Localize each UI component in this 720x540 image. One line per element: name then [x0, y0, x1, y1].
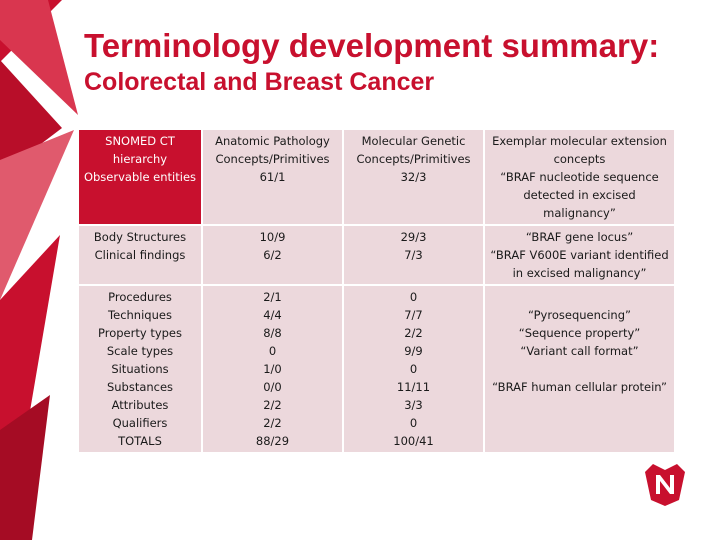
cell-line: 7/7	[404, 308, 423, 322]
table-cell: 0 7/7 2/2 9/9 0 11/11 3/3 0 100/41	[344, 286, 483, 452]
cell-line: 6/2	[263, 248, 282, 262]
cell-line: Techniques	[108, 308, 172, 322]
cell-line: 2/2	[404, 326, 423, 340]
cell-line: 0	[409, 290, 418, 304]
cell-line: 0	[409, 416, 418, 430]
cell-line: 4/4	[263, 308, 282, 322]
cell-line	[488, 432, 671, 450]
table-cell: 10/9 6/2	[203, 226, 342, 284]
cell-line: “Sequence property”	[518, 326, 641, 340]
table-cell: Molecular Genetic Concepts/Primitives 32…	[344, 130, 483, 224]
cell-line: 8/8	[263, 326, 282, 340]
cell-line: 88/29	[255, 434, 290, 448]
cell-line: Scale types	[106, 344, 174, 358]
cell-line: detected in excised	[523, 188, 636, 202]
cell-line: Attributes	[111, 398, 169, 412]
cell-line: “BRAF nucleotide sequence	[500, 170, 659, 184]
cell-line: “BRAF gene locus”	[525, 230, 634, 244]
cell-line	[488, 414, 671, 432]
cell-line: Procedures	[108, 290, 172, 304]
cell-line: Situations	[111, 362, 169, 376]
cell-line: in excised malignancy”	[512, 266, 647, 280]
cell-line: 11/11	[396, 380, 431, 394]
cell-line: 0/0	[263, 380, 282, 394]
cell-line: concepts	[553, 152, 606, 166]
table-cell: 2/1 4/4 8/8 0 1/0 0/0 2/2 2/2 88/29	[203, 286, 342, 452]
cell-line: 100/41	[393, 434, 434, 448]
cell-line: malignancy”	[543, 206, 616, 220]
cell-line: Observable entities	[83, 170, 197, 184]
table-cell: Procedures Techniques Property types Sca…	[79, 286, 201, 452]
table-cell: 29/3 7/3	[344, 226, 483, 284]
table-row: Procedures Techniques Property types Sca…	[79, 286, 674, 452]
cell-line: 61/1	[259, 170, 286, 184]
cell-line: 0	[409, 362, 418, 376]
cell-line: 3/3	[404, 398, 423, 412]
cell-line: Qualifiers	[112, 416, 168, 430]
slide-subtitle: Colorectal and Breast Cancer	[84, 68, 435, 96]
cell-line: TOTALS	[118, 434, 162, 448]
table-row: Body Structures Clinical findings 10/9 6…	[79, 226, 674, 284]
decorative-ribbon	[0, 0, 80, 540]
cell-line: Property types	[98, 326, 182, 340]
slide-title-block: Terminology development summary: Colorec…	[84, 27, 704, 97]
cell-line	[488, 396, 671, 414]
summary-table: SNOMED CT hierarchy Observable entities …	[77, 128, 676, 454]
table-row: SNOMED CT hierarchy Observable entities …	[79, 130, 674, 224]
cell-line: Exemplar molecular extension	[492, 134, 667, 148]
cell-line: Clinical findings	[94, 248, 186, 262]
cell-line	[488, 360, 671, 378]
cell-line: 7/3	[404, 248, 423, 262]
table-cell: “BRAF gene locus” “BRAF V600E variant id…	[485, 226, 674, 284]
cell-line: SNOMED CT	[105, 134, 175, 148]
cell-line	[488, 288, 671, 306]
cell-line: “Variant call format”	[520, 344, 639, 358]
cell-line: 0	[268, 344, 277, 358]
cell-line: 10/9	[259, 230, 286, 244]
table-cell: SNOMED CT hierarchy Observable entities	[79, 130, 201, 224]
cell-line: 29/3	[400, 230, 427, 244]
cell-line: “Pyrosequencing”	[528, 308, 631, 322]
cell-line: Concepts/Primitives	[356, 152, 471, 166]
table-cell: Exemplar molecular extension concepts “B…	[485, 130, 674, 224]
cell-line: 9/9	[404, 344, 423, 358]
cell-line: 2/2	[263, 416, 282, 430]
cell-line: Body Structures	[93, 230, 187, 244]
cell-line: “BRAF human cellular protein”	[492, 380, 667, 394]
cell-line: Substances	[106, 380, 174, 394]
cell-line: 2/2	[263, 398, 282, 412]
table-cell: “Pyrosequencing” “Sequence property” “Va…	[485, 286, 674, 452]
cell-line: Concepts/Primitives	[215, 152, 330, 166]
cell-line: 32/3	[400, 170, 427, 184]
cell-line: Anatomic Pathology	[215, 134, 330, 148]
cell-line: 1/0	[263, 362, 282, 376]
university-shield-logo-icon	[645, 464, 685, 506]
slide-title: Terminology development summary:	[84, 27, 660, 64]
cell-line: hierarchy	[112, 152, 168, 166]
table-cell: Anatomic Pathology Concepts/Primitives 6…	[203, 130, 342, 224]
cell-line: Molecular Genetic	[361, 134, 466, 148]
cell-line: 2/1	[263, 290, 282, 304]
cell-line: “BRAF V600E variant identified	[490, 248, 669, 262]
table-cell: Body Structures Clinical findings	[79, 226, 201, 284]
